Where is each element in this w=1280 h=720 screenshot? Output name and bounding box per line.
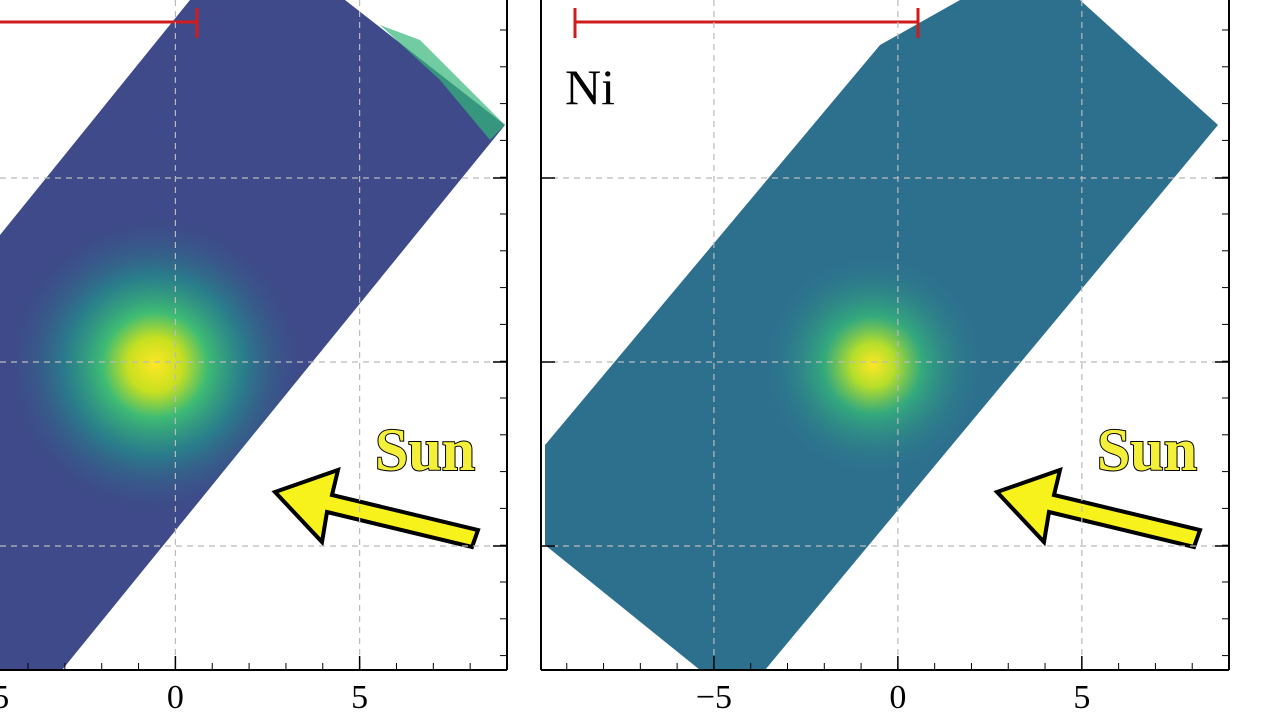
arrows xyxy=(271,466,1203,550)
panel-label: Ni xyxy=(565,59,615,115)
heatmap-right xyxy=(545,0,1218,670)
x-tick-label: 5 xyxy=(1073,679,1090,716)
scale-bars xyxy=(0,8,920,38)
x-tick-label: 0 xyxy=(167,679,184,716)
x-tick-label: −5 xyxy=(696,679,732,716)
heatmap-left xyxy=(0,0,505,670)
x-tick-label: −5 xyxy=(0,679,9,716)
x-tick-label: 0 xyxy=(889,679,906,716)
annotation: Sun xyxy=(375,417,475,483)
annotation: Sun xyxy=(1097,417,1197,483)
x-tick-label: 5 xyxy=(351,679,368,716)
